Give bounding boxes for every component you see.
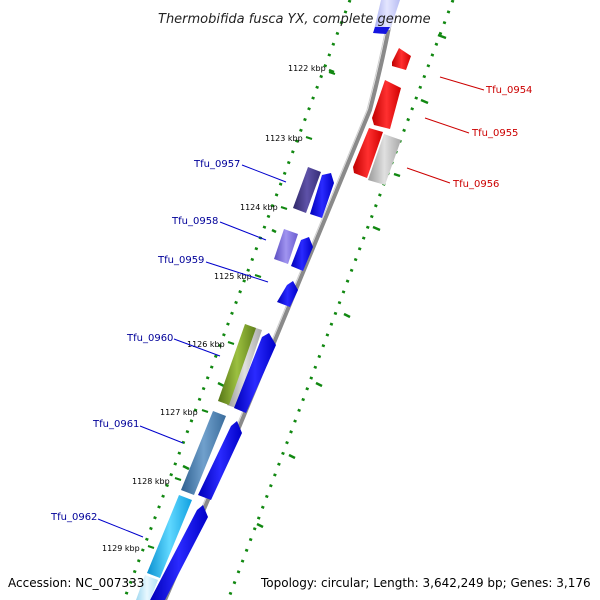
gene-label-tfu-0957[interactable]: Tfu_0957 [193,159,240,170]
gene-tfu-0957-arrow[interactable] [310,173,334,218]
feature-bottom-pale[interactable] [136,575,158,600]
forward-strand-features [136,167,334,600]
tick-label-1127: 1127 kbp [160,408,198,417]
gene-tfu-0962-cog[interactable] [147,495,192,578]
gene-label-tfu-0954[interactable]: Tfu_0954 [485,85,532,96]
gene-tfu-0960-cog[interactable] [218,324,256,405]
gene-tfu-0962-arrow[interactable] [150,505,208,600]
tick-label-1123: 1123 kbp [265,134,303,143]
skew-dashes [182,33,447,529]
gene-label-tfu-0956[interactable]: Tfu_0956 [452,179,499,190]
gene-tfu-0955-arrow[interactable] [372,80,401,129]
gene-tfu-0957-cog[interactable] [293,167,321,213]
outer-dotted-track [226,0,455,600]
gene-label-tfu-0959[interactable]: Tfu_0959 [157,255,204,266]
gene-tfu-0960-arrow[interactable] [234,333,276,413]
gene-tfu-0956-arrow[interactable] [353,128,383,178]
gene-tfu-0958-arrow[interactable] [291,237,313,271]
tick-label-1129: 1129 kbp [102,544,140,553]
gene-label-tfu-0962[interactable]: Tfu_0962 [50,512,97,523]
gene-label-tfu-0955[interactable]: Tfu_0955 [471,128,518,139]
tick-label-1124: 1124 kbp [240,203,278,212]
tick-label-1128: 1128 kbp [132,477,170,486]
gene-label-tfu-0960[interactable]: Tfu_0960 [126,333,173,344]
tick-label-1126: 1126 kbp [187,340,225,349]
accession-text: Accession: NC_007333 [8,576,144,590]
inner-dotted-track [122,0,352,600]
left-gene-labels: Tfu_0957 Tfu_0958 Tfu_0959 Tfu_0960 Tfu_… [50,159,287,538]
gene-tfu-0956-cog[interactable] [368,134,401,185]
tick-label-1125: 1125 kbp [214,272,252,281]
gene-tfu-0954-arrow[interactable] [392,48,411,70]
gene-label-tfu-0961[interactable]: Tfu_0961 [92,419,139,430]
feature-top-pale[interactable] [374,0,400,30]
tick-label-1122: 1122 kbp [288,64,326,73]
gene-tfu-0961-cog[interactable] [181,411,226,495]
gene-tfu-0961-arrow[interactable] [198,421,242,500]
gene-tfu-0960-cog-gray[interactable] [227,327,262,408]
genome-summary-text: Topology: circular; Length: 3,642,249 bp… [260,576,591,590]
backbone-highlight [161,0,392,600]
kbp-ticks: 1122 kbp 1123 kbp 1124 kbp 1125 kbp 1126… [102,64,336,553]
gene-tfu-0958-cog[interactable] [274,229,298,264]
gene-label-tfu-0958[interactable]: Tfu_0958 [171,216,218,227]
map-title: Thermobifida fusca YX, complete genome [158,12,431,27]
gene-tfu-0959-arrow[interactable] [277,281,298,307]
right-gene-labels: Tfu_0954 Tfu_0955 Tfu_0956 [406,76,532,190]
feature-top-blue[interactable] [373,27,390,34]
reverse-strand-features [353,0,411,185]
